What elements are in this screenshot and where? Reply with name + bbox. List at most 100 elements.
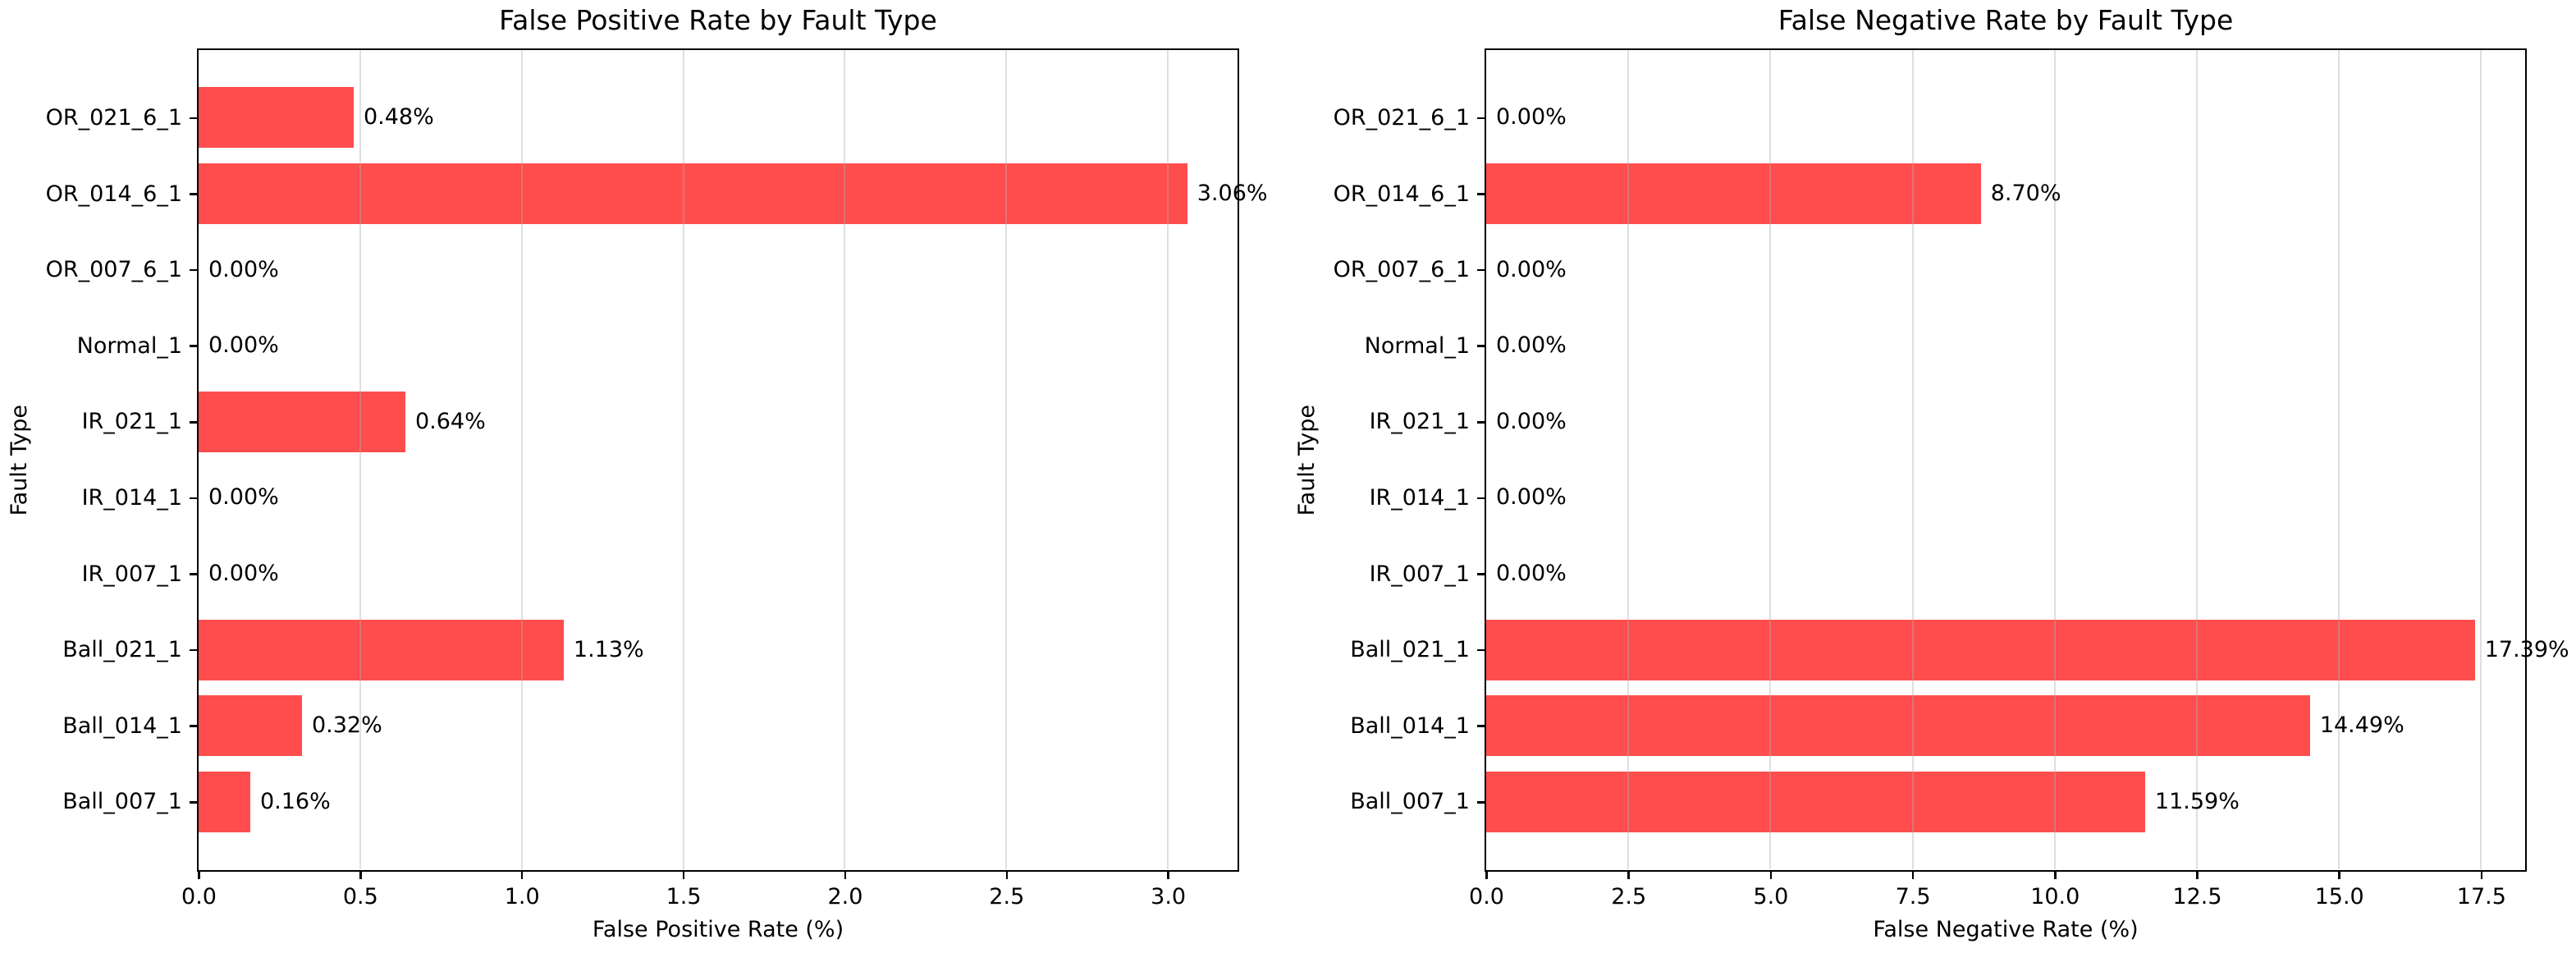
- x-tick-mark: [1485, 872, 1488, 879]
- y-tick-label: IR_021_1: [1369, 409, 1470, 435]
- bar-Ball_007_1: [199, 771, 250, 832]
- y-tick-label: Ball_021_1: [1350, 637, 1470, 663]
- x-axis-label: False Negative Rate (%): [1873, 917, 2139, 942]
- y-tick-mark: [1477, 725, 1485, 727]
- y-tick-label: OR_014_6_1: [45, 181, 182, 207]
- plot-area: 0.00% 8.70% 0.00% 0.00% 0.00% 0.00% 0.00% 17.39…: [1485, 48, 2569, 872]
- y-tick-mark: [190, 193, 197, 195]
- y-tick-mark: [190, 801, 197, 804]
- bar-value-label: 0.32%: [311, 712, 382, 739]
- y-tick-mark: [190, 268, 197, 272]
- bar-value-label: 0.00%: [1496, 408, 1567, 434]
- y-tick-label: Ball_021_1: [62, 637, 182, 663]
- gridline: [2053, 50, 2056, 869]
- x-tick-mark: [1627, 872, 1630, 879]
- x-tick-label: 12.5: [2172, 884, 2222, 909]
- x-tick-label: 1.5: [666, 884, 702, 909]
- bar-IR_021_1: [199, 391, 405, 452]
- bar-value-label: 11.59%: [2154, 788, 2240, 814]
- y-tick-mark: [190, 345, 197, 347]
- chart-title: False Positive Rate by Fault Type: [499, 4, 937, 36]
- false-positive-rate-chart: False Positive Rate by Fault Type Fault …: [2, 4, 1268, 942]
- y-tick-label: IR_021_1: [81, 409, 182, 435]
- y-tick-label: Normal_1: [1364, 332, 1470, 359]
- y-tick-label: OR_014_6_1: [1333, 181, 1470, 207]
- x-tick-label: 0.0: [1469, 884, 1504, 909]
- x-tick-label: 2.5: [1611, 884, 1647, 909]
- bar-value-label: 0.00%: [208, 484, 279, 511]
- y-tick-mark: [1477, 268, 1485, 272]
- gridline: [2195, 50, 2198, 869]
- x-tick-label: 17.5: [2456, 884, 2506, 909]
- y-tick-label: OR_021_6_1: [45, 104, 182, 131]
- gridline: [1167, 50, 1169, 869]
- bar-value-label: 8.70%: [1990, 181, 2061, 206]
- bar-value-label: 0.16%: [259, 788, 331, 814]
- y-tick-mark: [1477, 801, 1485, 804]
- x-tick-label: 3.0: [1151, 884, 1187, 909]
- chart-title: False Negative Rate by Fault Type: [1778, 4, 2234, 36]
- x-tick-mark: [682, 872, 685, 879]
- bar-value-label: 14.49%: [2319, 712, 2404, 739]
- false-negative-rate-chart: False Negative Rate by Fault Type Fault …: [1288, 0, 2576, 953]
- gridline: [1911, 50, 1914, 869]
- bar-OR_021_6_1: [199, 87, 354, 149]
- bar-value-label: 17.39%: [2484, 636, 2569, 662]
- gridline: [1005, 50, 1008, 869]
- bar-value-label: 0.00%: [208, 332, 279, 359]
- bar-value-label: 3.06%: [1196, 181, 1268, 206]
- x-tick-label: 0.5: [342, 884, 378, 909]
- bar-Ball_021_1: [199, 619, 564, 680]
- y-tick-mark: [1477, 573, 1485, 575]
- plot-area: 0.48% 3.06% 0.00% 0.00% 0.64% 0.00% 0.00% 1.13%…: [197, 48, 1268, 872]
- y-tick-mark: [190, 573, 197, 575]
- bar-OR_014_6_1: [1486, 163, 1981, 224]
- y-tick-mark: [190, 117, 197, 120]
- bar-value-label: 0.48%: [363, 104, 434, 131]
- y-tick-mark: [190, 497, 197, 500]
- bar-value-label: 0.00%: [208, 256, 279, 282]
- y-tick-label: OR_007_6_1: [1333, 257, 1470, 283]
- y-tick-label: Ball_007_1: [1350, 789, 1470, 815]
- x-tick-mark: [1911, 872, 1915, 879]
- y-tick-mark: [1477, 117, 1485, 120]
- gridline: [844, 50, 846, 869]
- x-tick-mark: [198, 872, 200, 879]
- y-tick-mark: [1477, 648, 1485, 652]
- y-tick-mark: [1477, 193, 1485, 195]
- x-axis-label: False Positive Rate (%): [592, 917, 844, 942]
- y-tick-label: Ball_014_1: [62, 712, 182, 739]
- x-tick-mark: [359, 872, 362, 879]
- y-tick-label: IR_007_1: [1369, 561, 1470, 587]
- y-tick-mark: [190, 421, 197, 424]
- x-tick-mark: [1769, 872, 1773, 879]
- y-axis-label: Fault Type: [2, 48, 36, 872]
- x-tick-mark: [2480, 872, 2483, 879]
- x-tick-mark: [2338, 872, 2340, 879]
- x-tick-label: 15.0: [2314, 884, 2364, 909]
- bar-Ball_014_1: [199, 695, 302, 757]
- x-tick-mark: [1167, 872, 1169, 879]
- y-tick-mark: [190, 725, 197, 727]
- x-tick-mark: [1005, 872, 1009, 879]
- y-tick-mark: [190, 648, 197, 652]
- bar-value-label: 0.00%: [1496, 332, 1567, 359]
- x-tick-label: 1.0: [504, 884, 540, 909]
- bar-value-label: 0.00%: [1496, 484, 1567, 511]
- y-tick-label: IR_014_1: [1369, 484, 1470, 511]
- y-tick-label: OR_021_6_1: [1333, 104, 1470, 131]
- gridline: [359, 50, 361, 869]
- x-tick-label: 2.5: [989, 884, 1025, 909]
- x-tick-mark: [2196, 872, 2199, 879]
- y-tick-label: OR_007_6_1: [45, 257, 182, 283]
- y-tick-label: IR_014_1: [81, 484, 182, 511]
- bar-value-label: 0.00%: [1496, 104, 1567, 131]
- bar-value-label: 0.00%: [208, 561, 279, 586]
- y-tick-mark: [1477, 345, 1485, 347]
- y-tick-label: Ball_014_1: [1350, 712, 1470, 739]
- bar-value-label: 0.00%: [1496, 561, 1567, 586]
- x-tick-label: 7.5: [1895, 884, 1931, 909]
- bar-Ball_014_1: [1486, 695, 2310, 757]
- x-tick-mark: [2054, 872, 2057, 879]
- y-axis-label: Fault Type: [1289, 48, 1324, 872]
